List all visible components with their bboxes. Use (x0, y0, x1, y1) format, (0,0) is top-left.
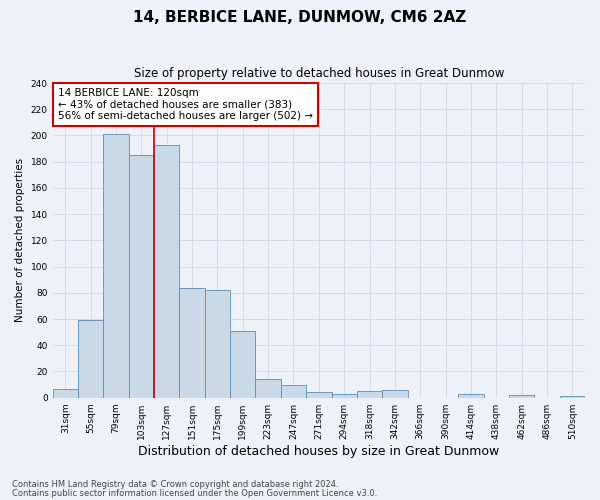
Bar (129, 155, 154, 398)
Bar (560, 396, 585, 398)
Bar (509, 395, 535, 398)
Text: 14 BERBICE LANE: 120sqm
← 43% of detached houses are smaller (383)
56% of semi-d: 14 BERBICE LANE: 120sqm ← 43% of detache… (58, 88, 313, 121)
Bar (205, 290, 230, 398)
Bar (357, 391, 382, 398)
Bar (154, 144, 179, 398)
X-axis label: Distribution of detached houses by size in Great Dunmow: Distribution of detached houses by size … (138, 444, 499, 458)
Bar (230, 331, 256, 398)
Title: Size of property relative to detached houses in Great Dunmow: Size of property relative to detached ho… (134, 68, 504, 80)
Bar (382, 390, 407, 398)
Bar (332, 394, 357, 398)
Bar (256, 380, 281, 398)
Bar (78, 320, 103, 398)
Bar (179, 288, 205, 398)
Text: Contains public sector information licensed under the Open Government Licence v3: Contains public sector information licen… (12, 488, 377, 498)
Text: Contains HM Land Registry data © Crown copyright and database right 2024.: Contains HM Land Registry data © Crown c… (12, 480, 338, 489)
Y-axis label: Number of detached properties: Number of detached properties (15, 158, 25, 322)
Bar (281, 384, 306, 398)
Bar (458, 394, 484, 398)
Text: 14, BERBICE LANE, DUNMOW, CM6 2AZ: 14, BERBICE LANE, DUNMOW, CM6 2AZ (133, 10, 467, 25)
Bar (306, 392, 332, 398)
Bar (53, 388, 78, 398)
Bar (103, 134, 129, 398)
